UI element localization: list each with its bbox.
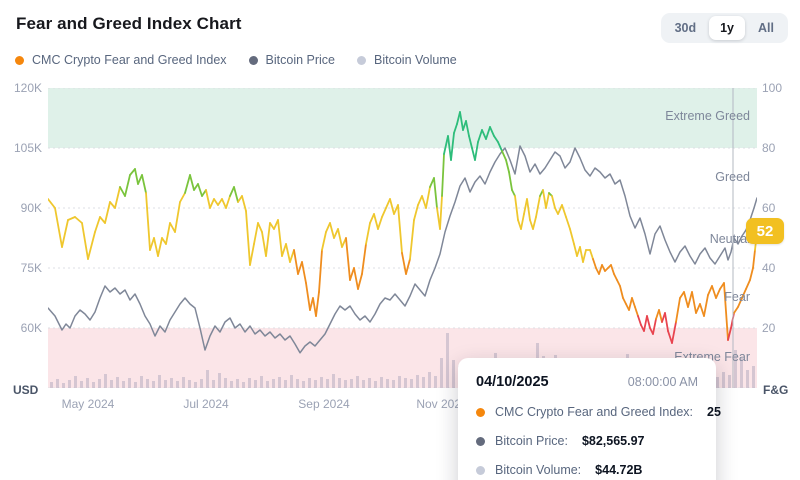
page-title: Fear and Greed Index Chart <box>16 14 242 33</box>
tooltip-row-fng: CMC Crypto Fear and Greed Index: 25 <box>476 405 721 419</box>
y-right-tick-20: 20 <box>762 321 776 335</box>
plot-svg <box>48 88 757 388</box>
current-fng-value-badge: 52 <box>746 218 784 244</box>
tooltip-price-dot-icon <box>476 436 485 446</box>
bitcoin-price-legend-dot-icon <box>248 55 258 65</box>
tooltip-header: 04/10/2025 08:00:00 AM <box>476 374 698 390</box>
tooltip-fng-dot-icon <box>476 407 485 417</box>
chart-tooltip: 04/10/2025 08:00:00 AM CMC Crypto Fear a… <box>458 358 721 480</box>
zone-label-extreme-greed: Extreme Greed <box>665 109 750 123</box>
y-left-tick-60k: 60K <box>20 321 42 335</box>
tooltip-fng-value: 25 <box>707 405 721 419</box>
y-left-tick-90k: 90K <box>20 201 42 215</box>
x-tick-sep-2024: Sep 2024 <box>298 397 350 411</box>
y-right-tick-60: 60 <box>762 201 776 215</box>
tooltip-price-label: Bitcoin Price: <box>495 434 568 448</box>
tooltip-date: 04/10/2025 <box>476 374 549 390</box>
fng-legend-dot-icon <box>15 55 24 65</box>
chart-plot-area[interactable]: Extreme Greed Greed Neutral Fear Extreme… <box>48 88 757 388</box>
y-left-tick-105k: 105K <box>13 141 42 155</box>
tooltip-volume-value: $44.72B <box>595 463 643 477</box>
y-right-tick-100: 100 <box>762 81 783 95</box>
y-left-axis-unit: USD <box>13 383 39 397</box>
bitcoin-volume-legend-dot-icon <box>357 55 367 65</box>
range-button-1y[interactable]: 1y <box>709 16 746 40</box>
range-selector: 30d 1y All <box>660 13 788 43</box>
legend-label-bitcoin-volume: Bitcoin Volume <box>374 53 457 67</box>
zone-label-fear: Fear <box>724 290 750 304</box>
x-tick-nov-2024: Nov 2024 <box>416 397 468 411</box>
chart-legend: CMC Crypto Fear and Greed Index Bitcoin … <box>15 53 457 67</box>
x-tick-jul-2024: Jul 2024 <box>183 397 229 411</box>
legend-item-bitcoin-price[interactable]: Bitcoin Price <box>248 53 336 67</box>
y-left-tick-75k: 75K <box>20 261 42 275</box>
y-left-tick-120k: 120K <box>13 81 42 95</box>
legend-item-fng[interactable]: CMC Crypto Fear and Greed Index <box>15 53 227 67</box>
legend-label-fng: CMC Crypto Fear and Greed Index <box>32 53 227 67</box>
zone-label-greed: Greed <box>715 170 750 184</box>
tooltip-row-bitcoin-volume: Bitcoin Volume: $44.72B <box>476 463 698 477</box>
y-right-tick-80: 80 <box>762 141 776 155</box>
zone-label-neutral: Neutral <box>709 232 750 246</box>
legend-item-bitcoin-volume[interactable]: Bitcoin Volume <box>357 53 457 67</box>
legend-label-bitcoin-price: Bitcoin Price <box>265 53 336 67</box>
tooltip-fng-label: CMC Crypto Fear and Greed Index: <box>495 405 693 419</box>
tooltip-volume-dot-icon <box>476 465 485 475</box>
range-button-30d[interactable]: 30d <box>664 16 708 40</box>
y-right-tick-40: 40 <box>762 261 776 275</box>
tooltip-volume-label: Bitcoin Volume: <box>495 463 582 477</box>
tooltip-row-bitcoin-price: Bitcoin Price: $82,565.97 <box>476 434 698 448</box>
range-button-all[interactable]: All <box>747 16 785 40</box>
x-tick-may-2024: May 2024 <box>61 397 115 411</box>
tooltip-price-value: $82,565.97 <box>581 434 645 448</box>
y-right-axis-unit: F&G <box>763 383 789 397</box>
tooltip-time: 08:00:00 AM <box>627 375 698 389</box>
